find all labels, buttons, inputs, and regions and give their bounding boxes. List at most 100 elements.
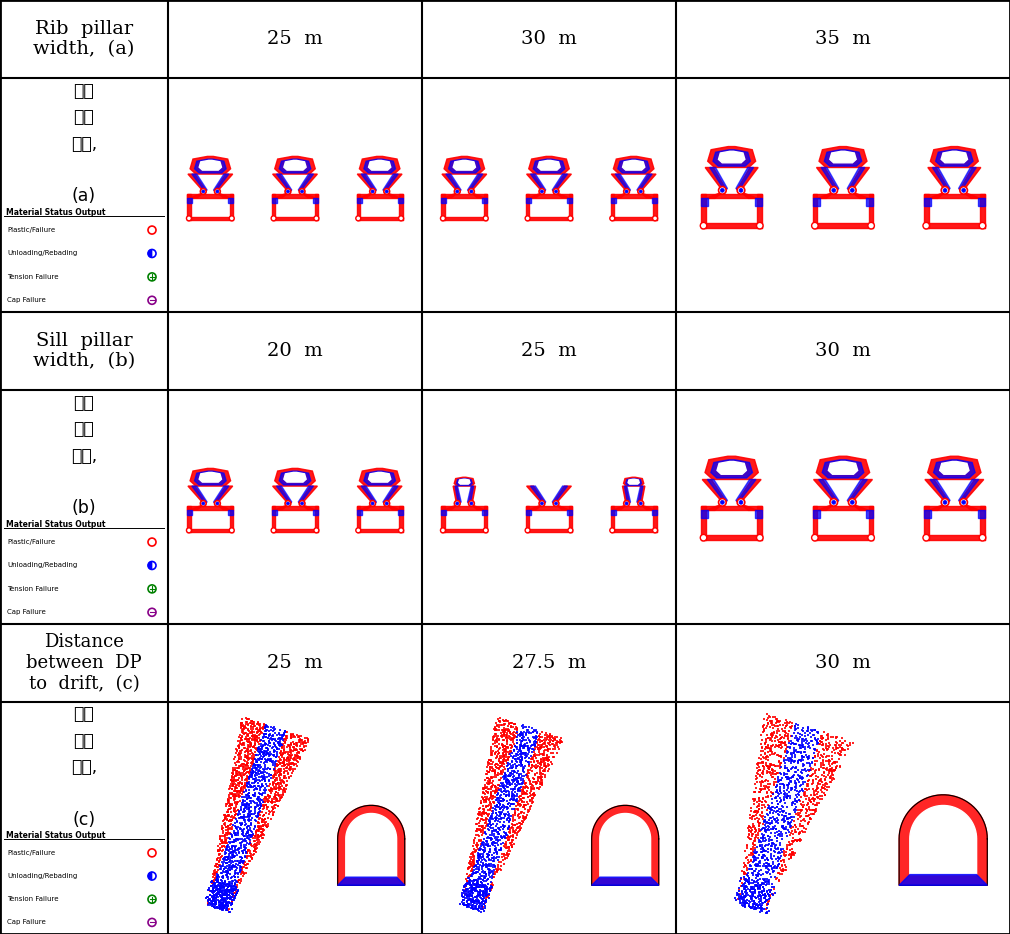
Point: [498, 787, 514, 802]
Point: [291, 734, 307, 749]
Point: [470, 901, 486, 916]
Point: [235, 828, 251, 843]
Point: [473, 796, 489, 811]
Circle shape: [848, 187, 856, 194]
Point: [527, 742, 543, 757]
Point: [783, 781, 799, 796]
Point: [552, 735, 569, 750]
Point: [212, 879, 228, 894]
Point: [773, 779, 789, 794]
Point: [735, 895, 751, 910]
Point: [275, 756, 291, 771]
Point: [471, 889, 487, 904]
Point: [209, 853, 225, 868]
Point: [507, 805, 523, 820]
Point: [496, 742, 512, 757]
Point: [477, 852, 493, 867]
Point: [735, 890, 751, 905]
Point: [815, 749, 831, 764]
Point: [503, 715, 519, 730]
Point: [513, 754, 529, 769]
Point: [240, 732, 257, 747]
Point: [753, 778, 770, 793]
Point: [528, 747, 544, 762]
Point: [232, 785, 248, 800]
Point: [533, 776, 549, 791]
Polygon shape: [456, 486, 462, 502]
Point: [218, 846, 234, 861]
Point: [810, 731, 826, 746]
Point: [475, 805, 491, 820]
Point: [474, 836, 490, 851]
Point: [206, 899, 222, 914]
Point: [226, 752, 242, 767]
Point: [786, 726, 802, 741]
Point: [216, 887, 232, 902]
Point: [772, 801, 788, 816]
Point: [240, 742, 257, 757]
Point: [496, 748, 512, 763]
Point: [260, 720, 276, 735]
Point: [510, 728, 526, 743]
Circle shape: [483, 216, 488, 220]
Point: [230, 784, 246, 799]
Point: [753, 754, 770, 769]
Point: [459, 891, 475, 906]
Point: [767, 734, 783, 749]
Point: [218, 898, 234, 913]
Point: [241, 715, 258, 730]
Point: [490, 712, 506, 727]
Point: [473, 901, 489, 916]
Point: [221, 887, 237, 902]
Point: [219, 899, 235, 914]
Point: [249, 798, 266, 813]
Point: [231, 738, 247, 753]
Point: [476, 884, 492, 899]
Text: Plastic/Failure: Plastic/Failure: [7, 850, 56, 856]
Point: [773, 760, 789, 775]
Point: [503, 727, 519, 742]
Point: [735, 898, 751, 913]
Point: [260, 819, 276, 834]
Point: [787, 743, 803, 758]
Point: [770, 765, 786, 780]
Point: [508, 722, 524, 737]
Point: [256, 729, 272, 744]
Circle shape: [399, 216, 404, 220]
Point: [464, 882, 480, 897]
Point: [246, 715, 263, 729]
Point: [744, 886, 761, 901]
Point: [487, 785, 503, 800]
Point: [780, 779, 796, 794]
Polygon shape: [718, 151, 744, 163]
Point: [817, 770, 833, 785]
Point: [794, 824, 810, 839]
Point: [532, 730, 548, 745]
Polygon shape: [300, 486, 317, 502]
Point: [208, 870, 224, 884]
Point: [238, 743, 255, 758]
Point: [787, 737, 803, 752]
Point: [746, 832, 763, 847]
Point: [276, 732, 292, 747]
Point: [812, 734, 828, 749]
Point: [767, 812, 783, 827]
Point: [829, 741, 845, 756]
Point: [482, 761, 498, 776]
Point: [232, 774, 248, 789]
Point: [482, 762, 498, 777]
Point: [779, 778, 795, 793]
Point: [277, 732, 293, 747]
Point: [476, 890, 492, 905]
Point: [245, 716, 262, 731]
Polygon shape: [708, 147, 755, 167]
Point: [780, 727, 796, 742]
Point: [828, 755, 844, 770]
Point: [295, 744, 311, 759]
Point: [766, 856, 782, 871]
Point: [780, 715, 796, 729]
Point: [484, 753, 500, 768]
Point: [514, 751, 530, 766]
Point: [239, 712, 256, 727]
Point: [776, 753, 792, 768]
